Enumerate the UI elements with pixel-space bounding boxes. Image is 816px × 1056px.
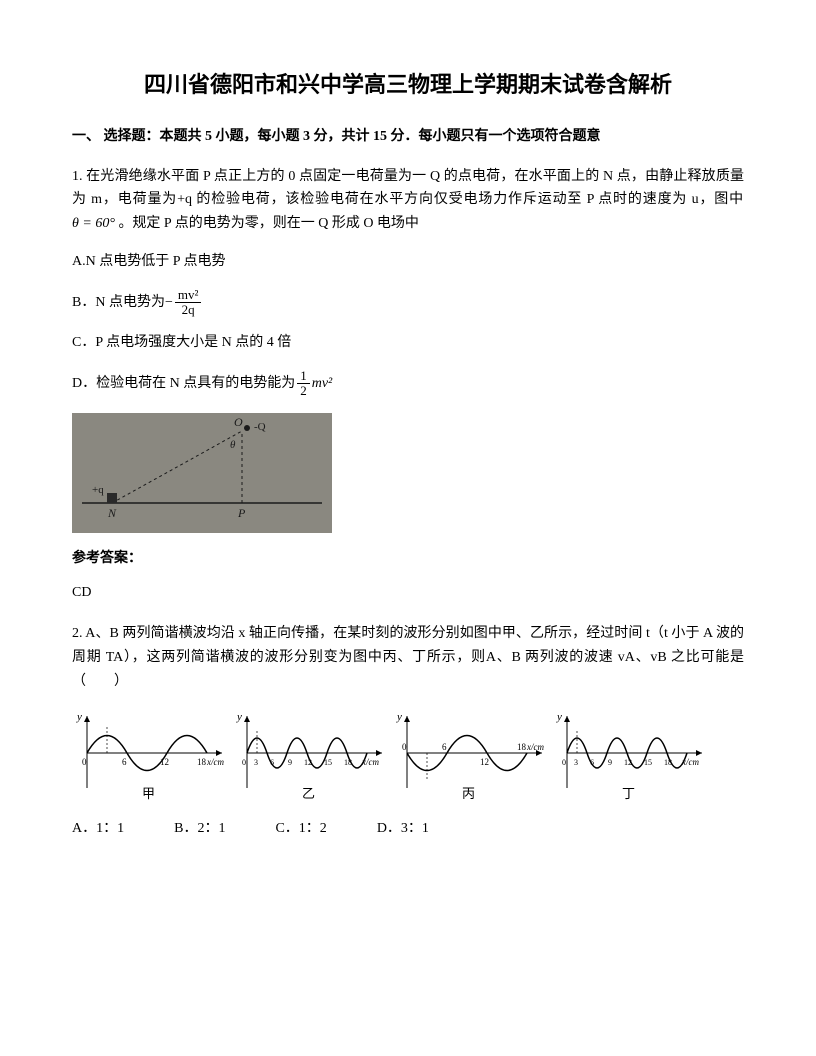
svg-text:15: 15 bbox=[644, 758, 652, 767]
svg-text:丁: 丁 bbox=[622, 786, 635, 801]
q1-optd-fraction: 1 2 bbox=[297, 369, 310, 399]
page-title: 四川省德阳市和兴中学高三物理上学期期末试卷含解析 bbox=[72, 70, 744, 101]
svg-text:N: N bbox=[107, 506, 117, 520]
svg-text:θ: θ bbox=[230, 439, 236, 451]
answer-label: 参考答案： bbox=[72, 547, 744, 571]
svg-text:y: y bbox=[76, 711, 82, 723]
q2-option-b: B．2：1 bbox=[174, 817, 225, 841]
svg-text:0: 0 bbox=[82, 757, 87, 767]
q1-text-part1: 1. 在光滑绝缘水平面 P 点正上方的 0 点固定一电荷量为一 Q 的点电荷，在… bbox=[72, 169, 744, 208]
svg-text:3: 3 bbox=[574, 758, 578, 767]
svg-text:3: 3 bbox=[254, 758, 258, 767]
q2-wave-row: y 0 6 12 18 x/cm 甲 y 0 3 6 9 12 15 18 bbox=[72, 708, 744, 803]
svg-text:x/cm: x/cm bbox=[681, 757, 699, 767]
svg-text:x/cm: x/cm bbox=[526, 742, 544, 752]
q1-option-a: A.N 点电势低于 P 点电势 bbox=[72, 250, 744, 274]
q1-text: 1. 在光滑绝缘水平面 P 点正上方的 0 点固定一电荷量为一 Q 的点电荷，在… bbox=[72, 165, 744, 236]
svg-text:12: 12 bbox=[160, 757, 169, 767]
q1-optd-num: 1 bbox=[297, 369, 310, 384]
svg-text:9: 9 bbox=[288, 758, 292, 767]
svg-text:12: 12 bbox=[304, 758, 312, 767]
svg-text:P: P bbox=[237, 506, 246, 520]
q1-optd-den: 2 bbox=[297, 384, 310, 398]
svg-text:y: y bbox=[236, 711, 242, 723]
svg-text:9: 9 bbox=[608, 758, 612, 767]
q1-optd-prefix: D．检验电荷在 N 点具有的电势能为 bbox=[72, 372, 295, 396]
q1-option-c: C．P 点电场强度大小是 N 点的 4 倍 bbox=[72, 331, 744, 355]
q1-text-part2: 。规定 P 点的电势为零，则在一 Q 形成 O 电场中 bbox=[118, 216, 419, 231]
svg-text:0: 0 bbox=[402, 742, 407, 752]
svg-text:12: 12 bbox=[480, 757, 489, 767]
svg-text:0: 0 bbox=[242, 758, 246, 767]
svg-text:甲: 甲 bbox=[142, 786, 155, 801]
q1-optd-suffix: mv² bbox=[312, 372, 333, 396]
minus-sign: − bbox=[165, 291, 173, 315]
section-header: 一、 选择题：本题共 5 小题，每小题 3 分，共计 15 分．每小题只有一个选… bbox=[72, 125, 744, 149]
wave-bing: y 0 6 12 18 x/cm 丙 bbox=[392, 708, 552, 803]
svg-text:6: 6 bbox=[590, 758, 594, 767]
q1-optb-num: mv² bbox=[175, 288, 202, 303]
q1-angle: θ = 60° bbox=[72, 212, 115, 236]
svg-text:+q: +q bbox=[92, 484, 104, 496]
wave-yi: y 0 3 6 9 12 15 18 x/cm 乙 bbox=[232, 708, 392, 803]
q2-option-a: A．1：1 bbox=[72, 817, 124, 841]
svg-text:18: 18 bbox=[517, 742, 527, 752]
wave-jiaa: y 0 6 12 18 x/cm 甲 bbox=[72, 708, 232, 803]
svg-text:0: 0 bbox=[562, 758, 566, 767]
svg-text:乙: 乙 bbox=[302, 786, 315, 801]
svg-text:6: 6 bbox=[442, 742, 447, 752]
svg-text:18: 18 bbox=[197, 757, 207, 767]
q1-optb-fraction: − mv² 2q bbox=[165, 288, 203, 318]
q2-options: A．1：1 B．2：1 C．1：2 D．3：1 bbox=[72, 817, 744, 841]
q2-option-c: C．1：2 bbox=[275, 817, 326, 841]
q1-option-b: B．N 点电势为 − mv² 2q bbox=[72, 288, 203, 318]
svg-text:x/cm: x/cm bbox=[206, 757, 224, 767]
q1-diagram-svg: O -Q +q N P θ bbox=[72, 413, 332, 533]
answer1: CD bbox=[72, 581, 744, 605]
q1-optb-den: 2q bbox=[179, 303, 198, 317]
q1-option-d: D．检验电荷在 N 点具有的电势能为 1 2 mv² bbox=[72, 369, 332, 399]
svg-text:O: O bbox=[234, 415, 243, 429]
wave-ding: y 0 3 6 9 12 15 18 x/cm 丁 bbox=[552, 708, 712, 803]
svg-text:15: 15 bbox=[324, 758, 332, 767]
svg-text:6: 6 bbox=[122, 757, 127, 767]
q2-option-d: D．3：1 bbox=[377, 817, 429, 841]
svg-text:y: y bbox=[396, 711, 402, 723]
q1-diagram: O -Q +q N P θ bbox=[72, 413, 332, 533]
svg-text:6: 6 bbox=[270, 758, 274, 767]
q2-text: 2. A、B 两列简谐横波均沿 x 轴正向传播，在某时刻的波形分别如图中甲、乙所… bbox=[72, 622, 744, 693]
svg-text:18: 18 bbox=[664, 758, 672, 767]
svg-text:18: 18 bbox=[344, 758, 352, 767]
svg-text:x/cm: x/cm bbox=[361, 757, 379, 767]
svg-text:12: 12 bbox=[624, 758, 632, 767]
q1-optb-prefix: B．N 点电势为 bbox=[72, 291, 165, 315]
svg-text:丙: 丙 bbox=[462, 786, 475, 801]
svg-text:-Q: -Q bbox=[254, 421, 266, 433]
svg-text:y: y bbox=[556, 711, 562, 723]
